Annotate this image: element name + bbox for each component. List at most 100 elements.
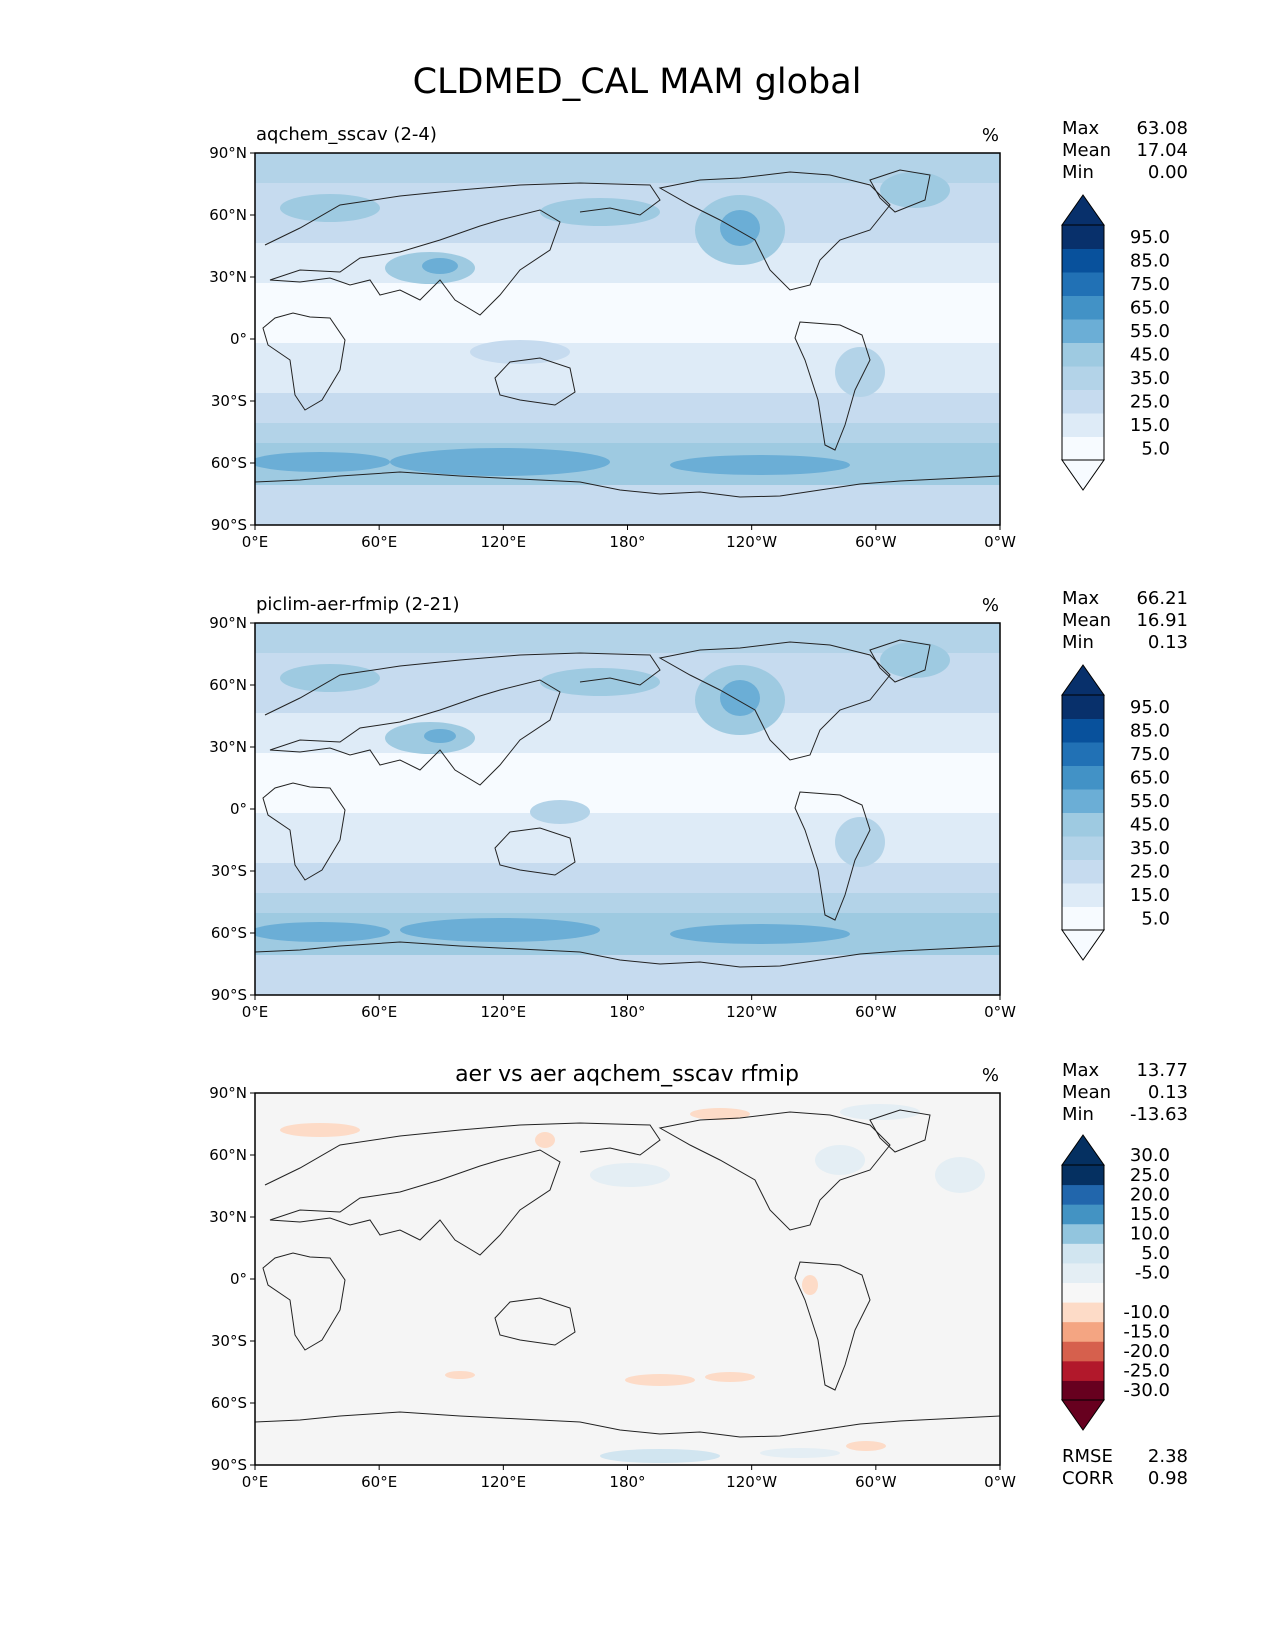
colorbar-tick-label: 5.0 [1141, 908, 1170, 929]
lat-tick-label: 0° [230, 330, 247, 348]
lat-tick-label: 90°N [209, 614, 247, 632]
lon-tick-label: 180° [609, 533, 645, 551]
colorbar-segment [1062, 836, 1104, 860]
panel-3-max-label: Max [1062, 1060, 1100, 1081]
colorbar-segment [1062, 389, 1104, 414]
colorbar-tick-label: 35.0 [1130, 838, 1170, 859]
colorbar-tick-label: 25.0 [1130, 391, 1170, 412]
lon-tick-label: 120°W [726, 533, 777, 551]
colorbar-segment [1062, 413, 1104, 437]
lat-tick-label: 60°S [211, 924, 247, 942]
colorbar-tick-label: -30.0 [1123, 1380, 1170, 1401]
colorbar-segment [1062, 225, 1104, 249]
lon-tick-label: 60°W [855, 1003, 897, 1021]
colorbar-tick-label: 95.0 [1130, 227, 1170, 248]
colorbar-segment [1062, 319, 1104, 343]
colorbar-segment [1062, 272, 1104, 296]
lat-tick-label: 30°N [209, 268, 247, 286]
lon-tick-label: 0°W [984, 1003, 1016, 1021]
panel-3-mean-label: Mean [1062, 1082, 1111, 1103]
colorbar-segment [1062, 1204, 1104, 1225]
colorbar-tick-label: 85.0 [1130, 250, 1170, 271]
colorbar-tick-label: 75.0 [1130, 744, 1170, 765]
lon-tick-label: 0°W [984, 1473, 1016, 1491]
lon-tick-label: 60°W [855, 533, 897, 551]
colorbar-tick-label: 15.0 [1130, 885, 1170, 906]
panel-3-min-label: Min [1062, 1104, 1094, 1125]
lat-tick-label: 30°S [211, 1332, 247, 1350]
colorbar-segment [1062, 1184, 1104, 1205]
colorbar-segment [1062, 718, 1104, 743]
colorbar-tick-label: 25.0 [1130, 861, 1170, 882]
colorbar-segment [1062, 295, 1104, 320]
colorbar-tick-label: 85.0 [1130, 720, 1170, 741]
panel-2-min-label: Min [1062, 632, 1094, 653]
colorbar-segment [1062, 366, 1104, 390]
figure-title: CLDMED_CAL MAM global [413, 62, 862, 102]
colorbar-tick-label: 5.0 [1141, 1243, 1170, 1264]
colorbar-tick-label: 45.0 [1130, 344, 1170, 365]
colorbar-frame [1061, 694, 1105, 931]
colorbar-segment [1062, 1360, 1104, 1381]
panel-2-units: % [982, 595, 999, 616]
colorbar-extend-high [1061, 1134, 1105, 1166]
panel-2-mean-value: 16.91 [1136, 610, 1188, 631]
colorbar-segment [1062, 1380, 1104, 1401]
colorbar-extend-high [1061, 664, 1105, 696]
lat-tick-label: 0° [230, 800, 247, 818]
lat-tick-label: 90°S [211, 516, 247, 534]
colorbar-segment [1062, 906, 1104, 931]
panel-1-min-label: Min [1062, 162, 1094, 183]
lat-tick-label: 30°S [211, 862, 247, 880]
lat-tick-label: 90°N [209, 1084, 247, 1102]
panel-1-mean-value: 17.04 [1136, 140, 1188, 161]
panel-2-max-label: Max [1062, 588, 1100, 609]
lat-tick-label: 30°N [209, 738, 247, 756]
lon-tick-label: 60°W [855, 1473, 897, 1491]
colorbar-tick-label: 15.0 [1130, 415, 1170, 436]
colorbar-extend-low [1061, 459, 1105, 491]
lat-tick-label: 90°S [211, 1456, 247, 1474]
colorbar-extend-high [1061, 194, 1105, 226]
lat-tick-label: 90°N [209, 144, 247, 162]
lon-tick-label: 120°E [481, 1473, 527, 1491]
lat-tick-label: 90°S [211, 986, 247, 1004]
lon-tick-label: 0°E [242, 1003, 269, 1021]
colorbar-tick-label: 65.0 [1130, 767, 1170, 788]
lat-tick-label: 60°N [209, 676, 247, 694]
colorbar-tick-label: 65.0 [1130, 297, 1170, 318]
colorbar-tick-label: 15.0 [1130, 1204, 1170, 1225]
colorbar-segment [1062, 1321, 1104, 1342]
colorbar-segment [1062, 1223, 1104, 1244]
colorbar-segment [1062, 1302, 1104, 1323]
colorbar-segment [1062, 859, 1104, 884]
panel-3-corr-value: 0.98 [1148, 1468, 1188, 1489]
panel-3-max-value: 13.77 [1136, 1060, 1188, 1081]
lon-tick-label: 0°W [984, 533, 1016, 551]
lon-tick-label: 60°E [361, 1473, 397, 1491]
colorbar-segment [1062, 1165, 1104, 1186]
panel-3-rmse-value: 2.38 [1148, 1446, 1188, 1467]
panel-1-title: aqchem_sscav (2-4) [256, 124, 437, 145]
colorbar-segment [1062, 248, 1104, 273]
panel-3-rmse-label: RMSE [1062, 1446, 1113, 1467]
colorbar-tick-label: 95.0 [1130, 697, 1170, 718]
lat-tick-label: 30°N [209, 1208, 247, 1226]
colorbar-segment [1062, 883, 1104, 907]
panel-1: aqchem_sscav (2-4) % [254, 118, 1188, 526]
lon-tick-label: 120°W [726, 1003, 777, 1021]
colorbar-segment [1062, 812, 1104, 837]
colorbar-tick-label: 30.0 [1130, 1145, 1170, 1166]
panel-1-colorbar: 5.015.0 25.035.0 45.055.0 65.075.0 85.095.0 [1061, 194, 1170, 491]
axis-ticks: 90°N60°N30°N0°30°S60°S90°S0°E 60°E 120°E 18… [209, 144, 1016, 1491]
panel-1-units: % [982, 125, 999, 146]
lon-tick-label: 60°E [361, 533, 397, 551]
panel-3-min-value: -13.63 [1130, 1104, 1188, 1125]
panel-3-title: aer vs aer aqchem_sscav rfmip [455, 1062, 799, 1087]
colorbar-segment [1062, 436, 1104, 461]
colorbar-segment [1062, 1341, 1104, 1362]
colorbar-segment [1062, 1243, 1104, 1264]
colorbar-tick-label: -25.0 [1123, 1361, 1170, 1382]
colorbar-segment [1062, 1282, 1104, 1303]
lat-tick-label: 30°S [211, 392, 247, 410]
